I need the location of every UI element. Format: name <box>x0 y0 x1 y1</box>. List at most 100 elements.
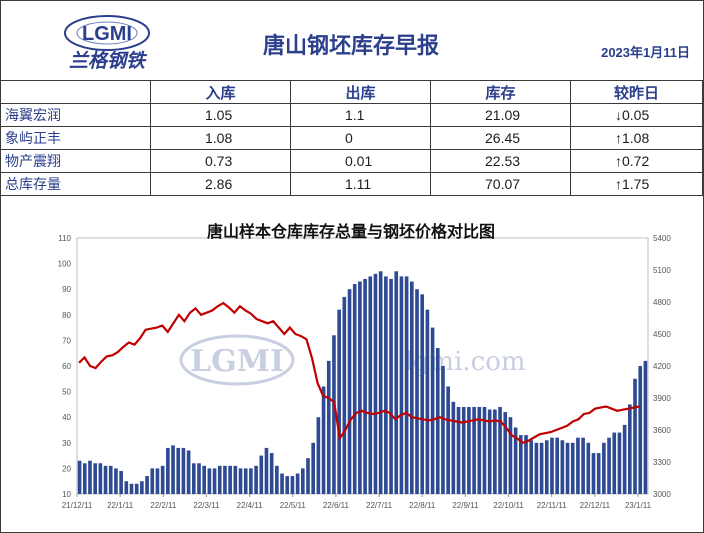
inventory-bar <box>295 473 300 494</box>
inventory-bar <box>456 406 461 494</box>
inventory-bar <box>643 360 648 494</box>
inventory-bar <box>628 404 632 494</box>
inventory-bar <box>435 348 440 494</box>
inventory-bar <box>249 468 253 494</box>
inventory-bar <box>513 427 518 494</box>
inventory-bar <box>487 409 492 494</box>
inventory-bar <box>82 463 87 494</box>
in-value: 1.08 <box>150 126 291 150</box>
inventory-bar <box>332 335 336 494</box>
inventory-bar <box>384 276 388 494</box>
inventory-bar <box>493 409 497 494</box>
watermark-logo: LGMI <box>190 344 284 379</box>
column-header: 较昨日 <box>570 80 703 104</box>
in-value: 0.73 <box>150 149 291 173</box>
inventory-bar <box>368 276 373 494</box>
inventory-bar <box>394 271 399 494</box>
change-value: ↑1.08 <box>570 126 703 150</box>
inventory-bar <box>254 465 258 494</box>
inventory-bar <box>134 483 139 494</box>
inventory-bar <box>503 412 508 494</box>
x-tick-label: 22/3/11 <box>193 501 220 510</box>
price-line <box>78 301 640 445</box>
inventory-bar <box>342 296 347 494</box>
row-name: 总库存量 <box>0 172 151 196</box>
inventory-bar <box>363 278 367 494</box>
left-tick-label: 60 <box>62 362 71 371</box>
inventory-bar <box>451 401 456 494</box>
left-tick-label: 40 <box>62 413 71 422</box>
inventory-bar <box>612 432 617 494</box>
out-value: 1.1 <box>290 103 431 127</box>
inventory-bar <box>378 271 383 494</box>
left-tick-label: 50 <box>62 388 71 397</box>
watermark-url: lgmi.com <box>404 347 525 377</box>
table-header-row: 入库 出库 库存 较昨日 <box>0 80 703 104</box>
inventory-bar <box>539 442 544 494</box>
x-tick-label: 22/12/11 <box>580 501 611 510</box>
x-tick-label: 22/5/11 <box>280 501 307 510</box>
inventory-bar <box>275 465 279 494</box>
inventory-bar <box>124 481 129 494</box>
inventory-bar <box>425 309 430 494</box>
x-tick-label: 22/4/11 <box>237 501 264 510</box>
inventory-bar <box>529 440 534 494</box>
inventory-bar <box>326 360 331 494</box>
inventory-bar <box>181 447 186 494</box>
logo-subtitle: 兰格钢铁 <box>69 50 148 71</box>
inventory-bar <box>373 273 378 494</box>
inventory-bar <box>243 468 248 494</box>
inventory-bar <box>570 442 575 494</box>
inventory-bar <box>534 442 539 494</box>
left-tick-label: 80 <box>62 311 71 320</box>
inventory-bar <box>176 447 181 494</box>
column-header <box>0 80 151 104</box>
inventory-bar <box>228 465 232 494</box>
inventory-bar <box>617 432 622 494</box>
row-name: 象屿正丰 <box>0 126 151 150</box>
inventory-bar <box>633 378 637 494</box>
inventory-bar <box>498 406 502 494</box>
inventory-bar <box>482 406 487 494</box>
inventory-bar <box>285 476 290 494</box>
inventory-bar <box>347 289 352 494</box>
inventory-bar <box>508 417 513 494</box>
inventory-bar <box>114 468 118 494</box>
row-name: 海翼宏润 <box>0 103 151 127</box>
inventory-bar <box>519 435 523 494</box>
inventory-bar <box>337 309 341 494</box>
x-tick-label: 23/1/11 <box>625 501 652 510</box>
x-tick-label: 22/8/11 <box>409 501 436 510</box>
table-row: 物产震翔 0.73 0.01 22.53 ↑0.72 <box>0 149 703 173</box>
inventory-bar <box>223 465 227 494</box>
stock-value: 26.45 <box>430 126 571 150</box>
inventory-bar <box>166 447 170 494</box>
left-tick-label: 110 <box>58 234 71 243</box>
right-tick-label: 4800 <box>653 298 671 307</box>
right-tick-label: 4500 <box>653 330 671 339</box>
inventory-bar <box>596 453 601 494</box>
x-tick-label: 22/11/11 <box>537 501 568 510</box>
column-header: 入库 <box>150 80 291 104</box>
inventory-bar <box>581 437 585 494</box>
left-tick-label: 20 <box>62 464 71 473</box>
inventory-bar <box>472 406 476 494</box>
inventory-bar <box>129 483 134 494</box>
x-tick-label: 22/6/11 <box>323 501 350 510</box>
inventory-bar <box>207 468 212 494</box>
inventory-bar <box>524 435 528 494</box>
inventory-bar <box>352 284 357 494</box>
inventory-bar <box>269 453 274 494</box>
inventory-price-chart: LGMI lgmi.com 10 20 30 40 50 60 70 80 90 100 110 3… <box>58 234 672 510</box>
inventory-bar <box>622 424 627 494</box>
inventory-bar <box>98 463 103 494</box>
inventory-bar <box>202 465 206 494</box>
inventory-bar <box>358 281 362 494</box>
inventory-bar <box>420 294 425 494</box>
report-header: LGMI 兰格钢铁 唐山钢坯库存早报 2023年1月11日 <box>0 0 702 81</box>
inventory-bar <box>638 366 643 494</box>
inventory-bar <box>576 437 580 494</box>
inventory-bar <box>171 445 175 494</box>
inventory-bar <box>389 278 393 494</box>
inventory-bar <box>212 468 217 494</box>
